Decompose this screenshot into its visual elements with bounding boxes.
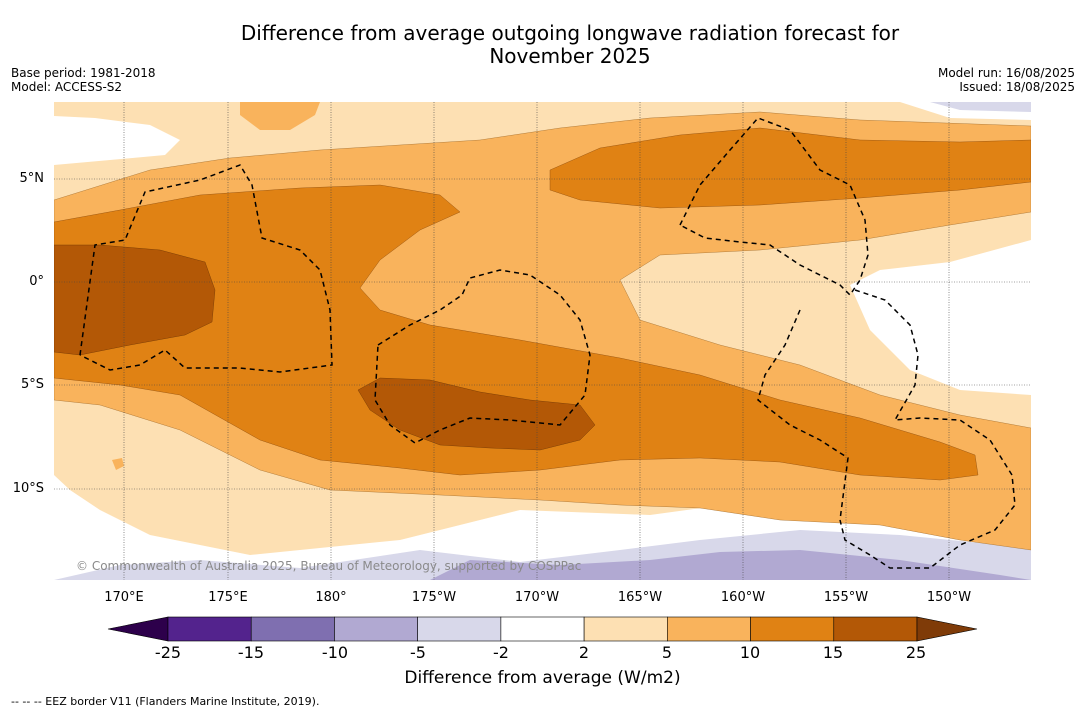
- anomaly-15-25-central-core: [357, 377, 596, 451]
- lat-label-0: 0°: [29, 274, 44, 289]
- anomaly-minus-2-5-ne: [930, 102, 1031, 112]
- lon-label-165w: 165°W: [617, 590, 663, 605]
- model-name: Model: ACCESS-S2: [11, 80, 123, 94]
- map-title: Difference from average outgoing longwav…: [0, 22, 1085, 68]
- lon-label-170w: 170°W: [514, 590, 560, 605]
- colorbar-segment: [167, 616, 252, 642]
- lon-label-170e: 170°E: [104, 590, 144, 605]
- copyright-notice: © Commonwealth of Australia 2025, Bureau…: [76, 559, 582, 573]
- lon-label-175w: 175°W: [411, 590, 457, 605]
- anomaly-5-10-blob-north: [240, 102, 320, 130]
- colorbar-segment: [250, 616, 335, 642]
- colorbar-label: Difference from average (W/m2): [404, 668, 681, 688]
- colorbar: [107, 616, 978, 642]
- eez-kiribati-line-south: [839, 289, 1016, 569]
- model-run: Model run: 16/08/2025: [937, 66, 1075, 80]
- eez-kiribati-gilbert: [79, 164, 333, 373]
- meta-right: Model run: 16/08/2025 Issued: 18/08/2025: [938, 66, 1075, 94]
- anomaly-minus-5-10-band: [430, 550, 1031, 580]
- lon-label-180: 180°: [315, 590, 347, 605]
- colorbar-segment: [583, 616, 668, 642]
- colorbar-tick: -2: [493, 643, 509, 662]
- colorbar-over-extension: [916, 616, 978, 642]
- anomaly-10-15-north-band: [549, 127, 1031, 209]
- lon-label-155w: 155°W: [823, 590, 869, 605]
- map-plot-area: [54, 102, 1031, 580]
- anomaly-near-zero-nw: [54, 116, 180, 165]
- lat-label-5n: 5°N: [19, 171, 45, 186]
- anomaly-10-15-region: [54, 184, 979, 481]
- lon-label-150w: 150°W: [926, 590, 972, 605]
- graticule: [54, 102, 1031, 580]
- anomaly-15-25-west-core: [54, 244, 216, 356]
- eez-kiribati-line-north: [679, 117, 869, 297]
- colorbar-segment: [417, 616, 502, 642]
- lat-label-5s: 5°S: [20, 377, 44, 392]
- eez-footnote: -- -- -- EEZ border V11 (Flanders Marine…: [11, 695, 320, 708]
- anomaly-near-zero-east: [850, 240, 1031, 395]
- eez-borders: [79, 117, 1016, 569]
- title-line-2: November 2025: [489, 44, 651, 68]
- colorbar-segment: [833, 616, 918, 642]
- colorbar-tick: 10: [739, 643, 761, 662]
- colorbar-segment: [750, 616, 835, 642]
- colorbar-segment: [667, 616, 751, 642]
- meta-left: Base period: 1981-2018 Model: ACCESS-S2: [11, 66, 156, 94]
- eez-kiribati-line-west: [757, 309, 849, 521]
- colorbar-tick: -25: [154, 643, 182, 662]
- colorbar-under-extension: [107, 616, 169, 642]
- colorbar-tick: 25: [905, 643, 927, 662]
- base-period: Base period: 1981-2018: [11, 66, 156, 80]
- colorbar-tick: 15: [822, 643, 844, 662]
- issued-date: Issued: 18/08/2025: [959, 80, 1075, 94]
- lat-label-10s: 10°S: [12, 481, 44, 496]
- colorbar-tick: 2: [578, 643, 590, 662]
- colorbar-segment: [500, 616, 585, 642]
- colorbar-tick: -10: [321, 643, 349, 662]
- lon-label-160w: 160°W: [720, 590, 766, 605]
- colorbar-segment: [334, 616, 418, 642]
- colorbar-tick: 5: [661, 643, 673, 662]
- colorbar-tick: -15: [237, 643, 265, 662]
- title-line-1: Difference from average outgoing longwav…: [240, 21, 900, 45]
- lon-label-175e: 175°E: [208, 590, 248, 605]
- eez-kiribati-phoenix: [374, 269, 591, 444]
- colorbar-tick: -5: [410, 643, 426, 662]
- anomaly-small-blob: [112, 458, 124, 470]
